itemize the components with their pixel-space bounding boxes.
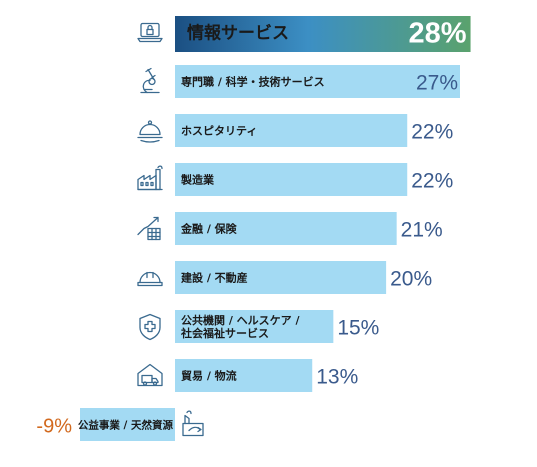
bar: [175, 310, 334, 343]
category-label: 公益事業 / 天然資源: [78, 419, 174, 432]
shield-cross-icon: [139, 313, 161, 341]
category-label: 製造業: [180, 172, 215, 186]
category-label: 社会福祉サービス: [180, 326, 269, 340]
category-label: 貿易 / 物流: [181, 368, 237, 382]
bar: [80, 408, 175, 441]
nature-resource-icon: [182, 410, 204, 437]
category-label: 金融 / 保険: [180, 221, 238, 235]
category-label: ホスピタリティ: [181, 124, 257, 137]
value-label: 20%: [390, 268, 432, 291]
growth-chart-icon: [137, 216, 161, 241]
factory-icon: [137, 165, 163, 191]
bar: [175, 212, 397, 245]
value-label: 15%: [337, 317, 379, 340]
category-label: 建設 / 不動産: [181, 270, 248, 284]
category-label: 専門職 / 科学・技術サービス: [181, 74, 325, 88]
cloche-icon: [137, 120, 163, 143]
value-label: 28%: [409, 18, 467, 50]
value-label: 21%: [401, 219, 443, 242]
value-label: 13%: [316, 366, 358, 389]
value-label: 27%: [416, 72, 458, 95]
hard-hat-icon: [137, 271, 163, 287]
bar: [175, 359, 313, 392]
bar: [175, 114, 408, 147]
value-label: 22%: [411, 121, 453, 144]
bar: [175, 65, 460, 98]
category-label: 公共機関 / ヘルスケア /: [181, 313, 301, 327]
warehouse-truck-icon: [137, 363, 163, 387]
bar: [175, 16, 471, 52]
bar: [175, 261, 387, 294]
category-label: 情報サービス: [187, 23, 289, 44]
value-label: -9%: [36, 416, 72, 438]
bar: [175, 163, 408, 196]
laptop-lock-icon: [137, 22, 163, 43]
microscope-icon: [140, 67, 160, 94]
value-label: 22%: [411, 170, 453, 193]
